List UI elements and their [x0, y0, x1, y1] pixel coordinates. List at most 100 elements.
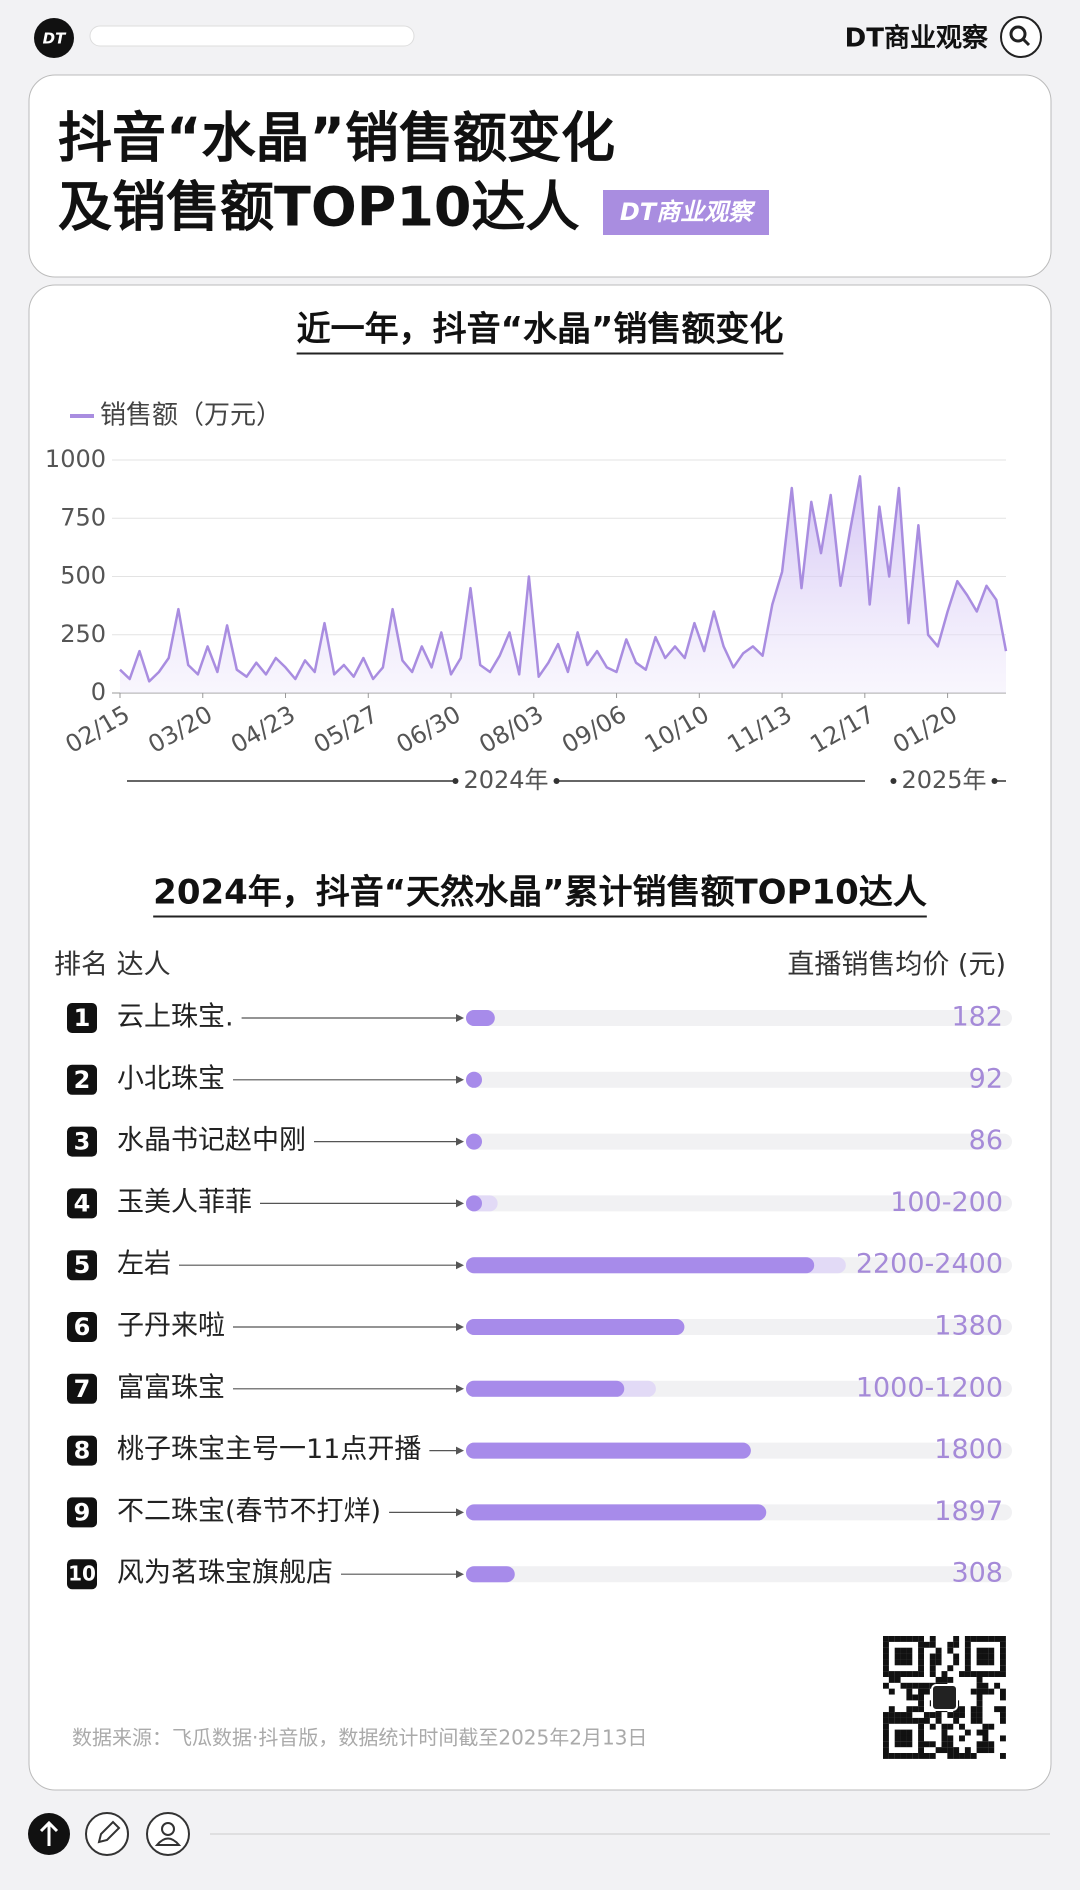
rank: 10: [68, 1562, 96, 1586]
qr-cell: [918, 1706, 924, 1713]
title-card: [28, 74, 1052, 278]
qr-cell: [888, 1706, 895, 1713]
qr-cell: [982, 1636, 989, 1642]
arrow-head: [456, 1323, 464, 1331]
qr-cell: [988, 1647, 995, 1654]
qr-cell: [894, 1676, 901, 1683]
qr-cell: [923, 1682, 930, 1689]
qr-cell: [912, 1671, 919, 1677]
qr-cell: [964, 1671, 971, 1677]
value-label: 86: [969, 1125, 1003, 1156]
qr-cell: [900, 1653, 907, 1660]
qr-cell: [935, 1653, 942, 1660]
bar-track: [466, 1010, 1012, 1026]
qr-cell: [906, 1647, 913, 1654]
bar: [466, 1504, 767, 1521]
qr-cell: [959, 1723, 965, 1730]
y-tick-label: 750: [60, 503, 106, 531]
y-tick-label: 1000: [45, 445, 106, 473]
qr-cell: [883, 1729, 889, 1736]
qr-cell: [970, 1688, 977, 1695]
year-dot: [991, 778, 998, 784]
arrow-head: [456, 1570, 464, 1579]
qr-cell: [1000, 1641, 1006, 1648]
qr-cell: [941, 1671, 948, 1677]
qr-cell: [994, 1671, 1001, 1677]
qr-cell: [953, 1653, 960, 1660]
name: 水晶书记赵中刚: [117, 1125, 306, 1156]
qr-cell: [894, 1647, 901, 1654]
qr-cell: [976, 1717, 983, 1724]
value-label: 2200-2400: [856, 1249, 1003, 1280]
qr-cell: [988, 1659, 995, 1666]
qr-cell: [906, 1688, 913, 1695]
profile-icon: [154, 1837, 182, 1846]
bar-track: [466, 1195, 1012, 1212]
chart-title: 2024年，抖音“天然水晶”累计销售额TOP10达人: [153, 873, 927, 913]
qr-cell: [906, 1741, 913, 1748]
qr-cell: [1000, 1653, 1006, 1660]
qr-cell: [982, 1735, 989, 1742]
brand: DT商业观察: [845, 23, 989, 54]
arrow-head: [456, 1384, 464, 1393]
bar: [466, 1133, 482, 1150]
qr-cell: [918, 1688, 924, 1695]
qr-cell: [894, 1717, 901, 1724]
title: 及销售额TOP10达人: [58, 176, 579, 239]
qr-cell: [988, 1723, 995, 1730]
value-label: 92: [969, 1063, 1003, 1094]
qr-cell: [918, 1723, 924, 1730]
badge-text: DT商业观察: [620, 198, 756, 226]
qr-cell: [964, 1653, 971, 1660]
qr-cell: [976, 1706, 983, 1713]
badge: [603, 190, 769, 235]
qr-cell: [918, 1753, 924, 1759]
qr-cell: [976, 1694, 983, 1701]
qr-cell: [976, 1741, 983, 1748]
qr-cell: [923, 1688, 930, 1695]
qr-cell: [982, 1741, 989, 1748]
qr-cell: [918, 1641, 924, 1648]
qr-cell: [976, 1636, 983, 1642]
qr-cell: [900, 1717, 907, 1724]
qr-cell: [988, 1636, 995, 1642]
qr-cell: [906, 1729, 913, 1736]
y-tick-label: 0: [91, 678, 106, 706]
qr-cell: [959, 1712, 965, 1718]
qr-cell: [982, 1653, 989, 1660]
rank-box: [67, 1373, 97, 1404]
qr-cell: [982, 1729, 989, 1736]
rank: 8: [74, 1437, 91, 1465]
qr-cell: [900, 1712, 907, 1718]
rank: 9: [74, 1498, 91, 1526]
bar: [466, 1380, 625, 1397]
address-bar[interactable]: [89, 25, 415, 47]
qr-cell: [982, 1723, 989, 1730]
year-label: 2025年: [901, 766, 986, 794]
column-header: 排名 达人: [54, 950, 171, 981]
name: 风为茗珠宝旗舰店: [117, 1558, 333, 1589]
search-button[interactable]: [1000, 16, 1042, 58]
value-label: 1897: [934, 1496, 1003, 1527]
qr-cell: [918, 1665, 924, 1672]
edit-button[interactable]: [85, 1812, 129, 1856]
qr-cell: [883, 1671, 889, 1677]
bar-track: [466, 1566, 1012, 1583]
logo[interactable]: [34, 18, 74, 58]
qr-cell: [941, 1723, 948, 1730]
qr-cell: [883, 1741, 889, 1748]
qr-cell: [982, 1682, 989, 1689]
qr-cell: [929, 1641, 936, 1648]
qr-cell: [929, 1712, 936, 1718]
qr-cell: [929, 1653, 936, 1660]
qr-cell: [900, 1659, 907, 1666]
qr-cell: [1000, 1688, 1006, 1695]
arrow-head: [456, 1014, 464, 1022]
qr-cell: [1000, 1671, 1006, 1677]
qr-cell: [988, 1671, 995, 1677]
qr-cell: [976, 1682, 983, 1689]
column-header: 直播销售均价 (元): [787, 950, 1006, 981]
qr-cell: [994, 1636, 1001, 1642]
rank-box: [67, 1497, 97, 1528]
rank: 3: [74, 1128, 91, 1156]
